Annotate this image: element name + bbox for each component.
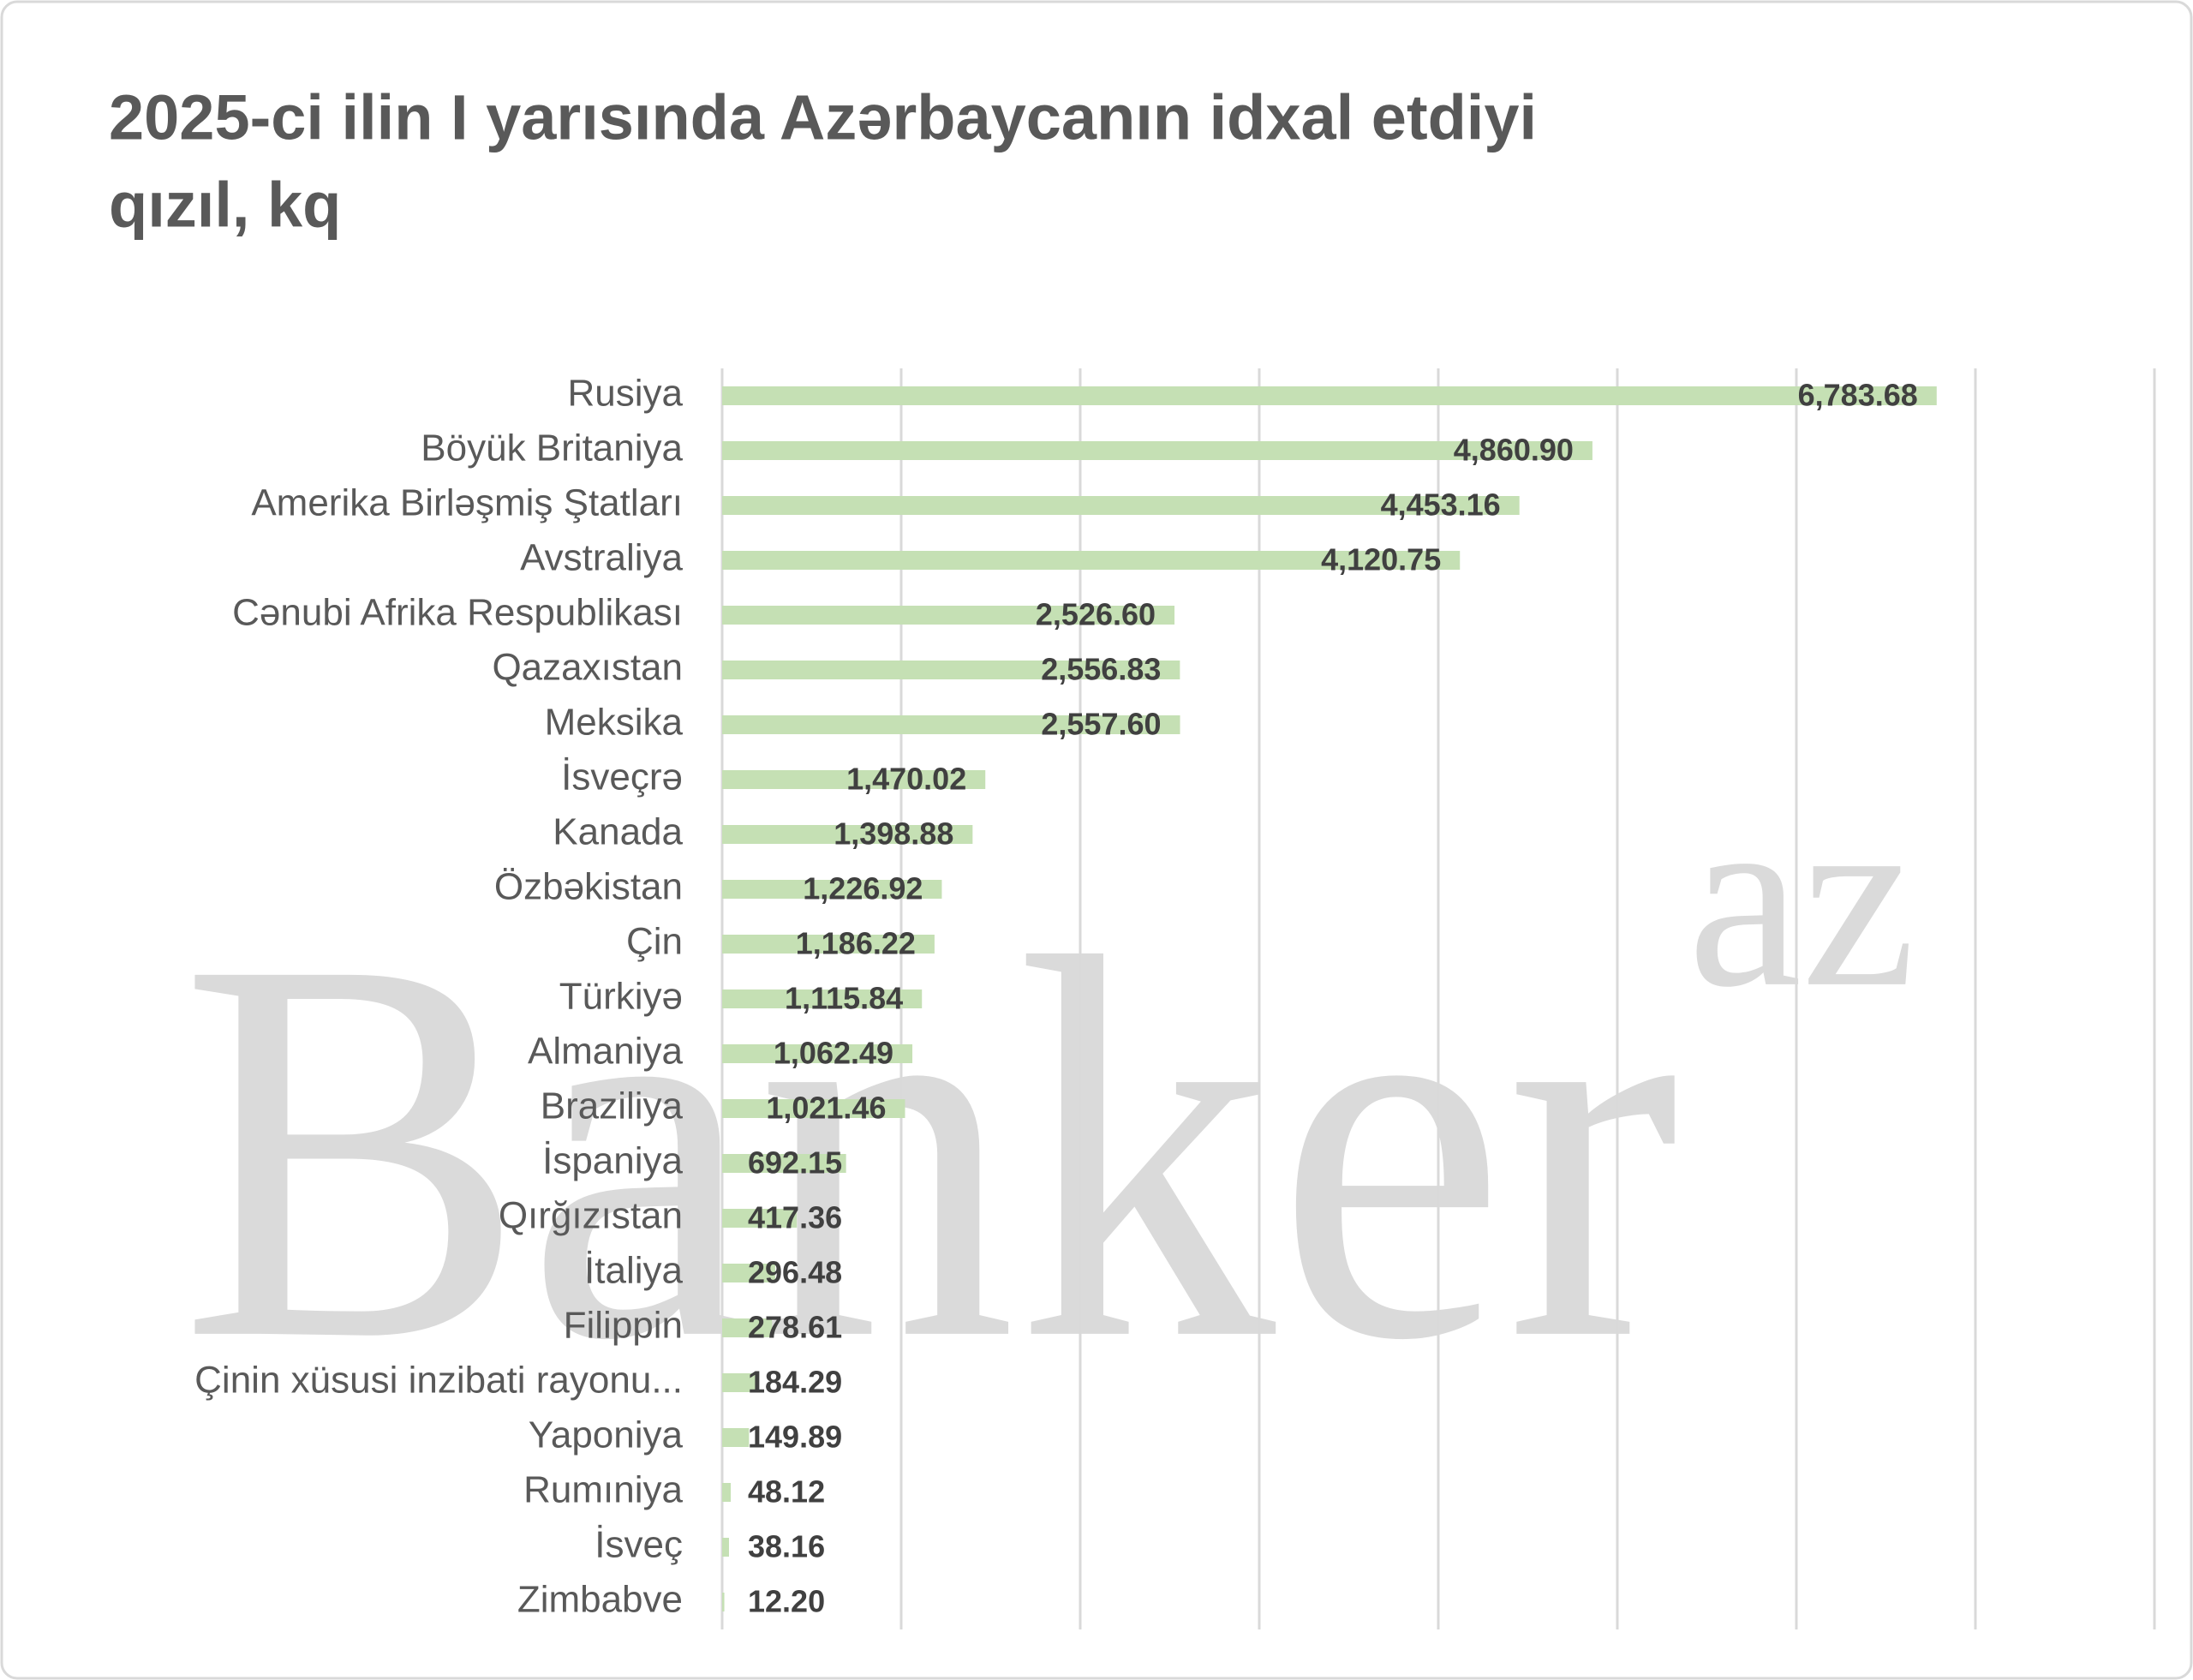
bar <box>722 880 942 899</box>
y-tick-label: İtaliya <box>584 1250 683 1292</box>
bar <box>722 386 1937 405</box>
y-tick-label: Filippin <box>564 1305 683 1347</box>
bar <box>722 715 1180 734</box>
data-label: 184.29 <box>748 1365 842 1400</box>
bar <box>722 1483 732 1502</box>
data-label: 1,115.84 <box>785 981 903 1016</box>
data-label: 417.36 <box>748 1200 842 1235</box>
y-tick-label: Yaponiya <box>529 1414 684 1456</box>
data-label: 2,526.60 <box>1036 597 1156 632</box>
watermark: az <box>1688 756 1915 1040</box>
y-tick-label: Çinin xüsusi inzibati rayonu... <box>194 1360 683 1402</box>
y-tick-label: Cənubi Afrika Respublikası <box>232 592 683 634</box>
bar <box>722 1373 756 1392</box>
bar <box>722 935 935 954</box>
data-label: 1,470.02 <box>846 762 966 797</box>
y-tick-label: Almaniya <box>528 1031 683 1073</box>
y-tick-label: Avstraliya <box>520 537 683 579</box>
data-label: 278.61 <box>748 1310 842 1345</box>
y-tick-label: Zimbabve <box>517 1579 683 1621</box>
data-label: 2,556.83 <box>1041 652 1161 687</box>
y-tick-label: Türkiyə <box>559 976 683 1018</box>
data-label: 38.16 <box>748 1529 825 1564</box>
y-tick-label: Braziliya <box>541 1085 684 1127</box>
data-label: 2,557.60 <box>1041 707 1161 742</box>
data-label: 1,398.88 <box>834 816 953 852</box>
data-label: 296.48 <box>748 1255 842 1290</box>
y-tick-label: Kanada <box>553 811 683 853</box>
data-label: 1,226.92 <box>803 871 923 906</box>
y-tick-label: Çin <box>626 921 683 963</box>
y-tick-label: İspaniya <box>542 1140 683 1182</box>
y-tick-label: Amerika Birləşmiş Ştatları <box>251 482 683 524</box>
data-label: 1,186.22 <box>796 926 916 961</box>
bar <box>722 661 1180 679</box>
bar <box>722 1264 775 1282</box>
y-tick-label: Özbəkistan <box>494 866 683 908</box>
data-label: 4,120.75 <box>1321 542 1441 577</box>
bar <box>722 989 923 1008</box>
y-tick-label: Qazaxıstan <box>492 647 683 689</box>
bar <box>722 606 1175 625</box>
bar <box>722 1209 798 1228</box>
bar <box>722 825 973 844</box>
bar <box>722 770 986 789</box>
data-label: 1,062.49 <box>774 1036 893 1071</box>
y-tick-label: Meksika <box>545 702 684 744</box>
y-tick-label: Rumıniya <box>523 1469 683 1511</box>
data-label: 4,860.90 <box>1454 433 1574 468</box>
bar <box>722 496 1520 515</box>
bar <box>722 441 1592 460</box>
y-tick-label: Rusiya <box>568 373 684 415</box>
bar <box>722 1154 846 1173</box>
y-tick-label: Böyük Britaniya <box>421 427 683 469</box>
chart-title: 2025-ci ilin I yarısında Azərbaycanın id… <box>109 82 1537 153</box>
data-label: 1,021.46 <box>766 1091 886 1126</box>
bar <box>722 1538 729 1557</box>
chart-title: qızıl, kq <box>109 170 341 241</box>
data-label: 48.12 <box>748 1474 825 1510</box>
bar <box>722 1428 750 1447</box>
data-label: 4,453.16 <box>1381 487 1501 523</box>
bar <box>722 1044 913 1063</box>
data-label: 692.15 <box>748 1145 842 1181</box>
bar <box>722 1099 905 1118</box>
y-tick-label: İsveç <box>595 1524 683 1566</box>
data-label: 149.89 <box>748 1420 842 1455</box>
y-tick-label: İsveçrə <box>561 756 683 798</box>
data-label: 6,783.68 <box>1798 378 1918 413</box>
data-label: 12.20 <box>748 1584 825 1619</box>
bar <box>722 1593 725 1611</box>
bar <box>722 551 1461 570</box>
bar <box>722 1318 773 1337</box>
y-tick-label: Qırğızıstan <box>499 1195 683 1237</box>
